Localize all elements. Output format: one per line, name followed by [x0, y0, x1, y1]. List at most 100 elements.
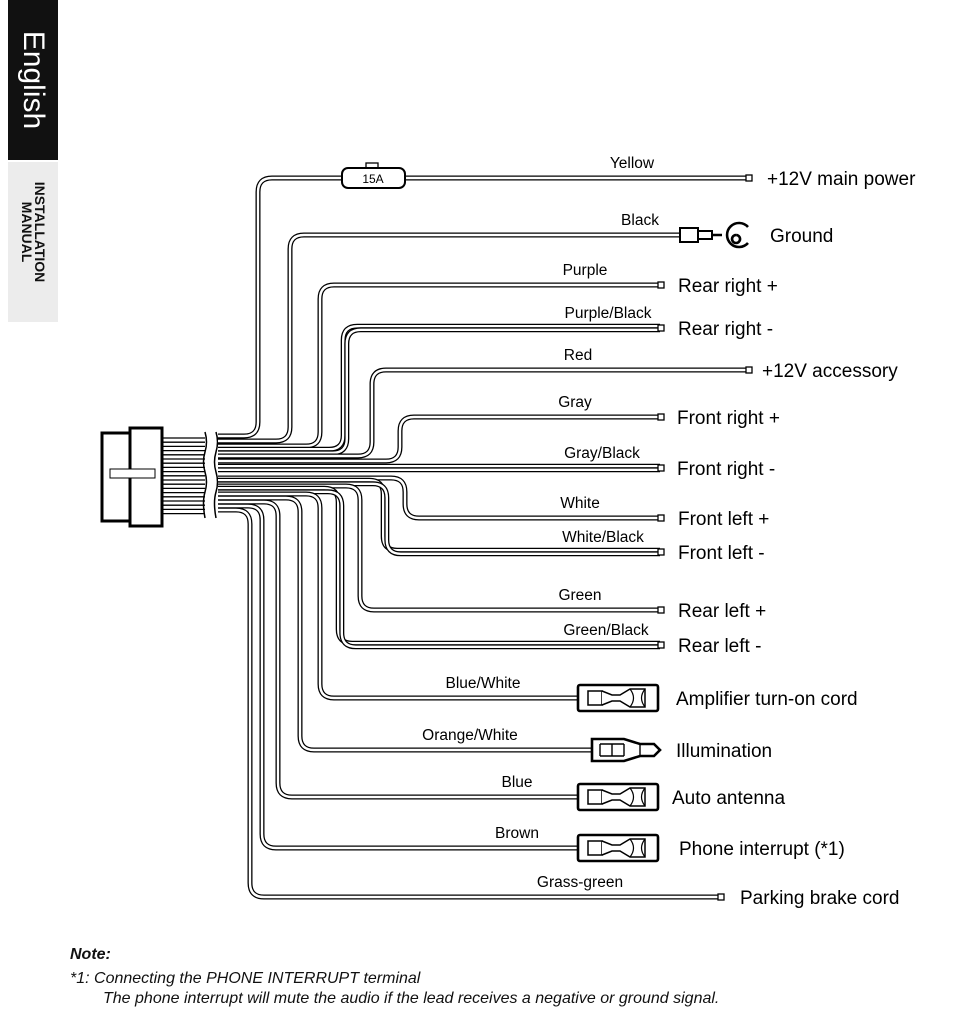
fuse-icon: 15A — [341, 162, 406, 189]
wire-core — [218, 476, 660, 520]
note-line-2: The phone interrupt will mute the audio … — [103, 990, 720, 1007]
wire-function-label: Rear left - — [678, 636, 761, 657]
wire-color-label: Grass-green — [537, 874, 623, 891]
wire-end-icon — [657, 606, 665, 614]
wire-core — [218, 482, 660, 555]
wire-end-icon — [657, 548, 665, 556]
wire-function-label: Ground — [770, 226, 833, 247]
wire-color-label: Orange/White — [422, 727, 518, 744]
wire-end-icon — [657, 641, 665, 649]
wire-white: White Front left + — [218, 475, 769, 530]
wire-end-icon — [657, 324, 665, 332]
wire-core — [218, 484, 660, 612]
wire-end-icon — [745, 174, 753, 182]
wire-outline — [218, 323, 660, 452]
wire-color-label: Brown — [495, 825, 539, 842]
wire-end-icon — [657, 514, 665, 522]
wire-function-label: +12V main power — [767, 169, 916, 190]
wire-function-label: Amplifier turn-on cord — [676, 689, 858, 710]
female-connector-icon — [576, 782, 660, 812]
wire-function-label: Illumination — [676, 741, 772, 762]
note-line-1: *1: Connecting the PHONE INTERRUPT termi… — [70, 970, 421, 987]
female-connector-icon — [576, 833, 660, 863]
wire-function-label: Rear right + — [678, 276, 778, 297]
wire-function-label: +12V accessory — [762, 361, 898, 382]
wire-core — [218, 415, 660, 463]
wire-white-black: White/Black Front left - — [218, 477, 765, 564]
wire-brown: Brown Phone interrupt (*1) — [218, 503, 845, 863]
wire-end-icon — [657, 464, 665, 472]
wire-core — [218, 490, 660, 648]
wire-core — [218, 325, 660, 451]
wire-purple-black: Purple/Black Rear right - — [218, 305, 773, 456]
wire-core — [218, 368, 748, 458]
fuse-body — [341, 167, 406, 189]
connector-latch — [109, 468, 156, 479]
wire-color-label: Gray/Black — [564, 445, 640, 462]
fuse-rating: 15A — [362, 172, 383, 186]
language-tab — [8, 0, 58, 160]
female-connector-icon — [576, 683, 660, 713]
wire-core — [218, 496, 595, 752]
wire-orange-white: Orange/White Illumination — [218, 495, 772, 763]
wire-end-icon — [657, 281, 665, 289]
wire-color-label: White — [560, 495, 600, 512]
wire-color-label: Purple — [563, 262, 608, 279]
wire-function-label: Rear right - — [678, 319, 773, 340]
wire-color-label: Purple/Black — [564, 305, 651, 322]
male-connector-icon — [590, 737, 662, 763]
wire-end-icon — [745, 366, 753, 374]
wire-green-black: Green/Black Rear left - — [218, 485, 761, 657]
wire-color-label: Blue — [501, 774, 532, 791]
wire-blue: Blue Auto antenna — [218, 499, 785, 812]
wire-yellow: Yellow +12V main power — [218, 155, 916, 439]
wire-gray: Gray Front right + — [218, 394, 780, 464]
wire-outline — [218, 367, 748, 459]
wire-function-label: Front left + — [678, 509, 769, 530]
wire-color-label: Yellow — [610, 155, 655, 172]
wire-outline — [218, 175, 748, 439]
wiring-diagram: Yellow +12V main power Black Ground Purple Re… — [100, 155, 916, 909]
ring-terminal-icon — [679, 221, 749, 249]
wire-bundle-stub — [162, 431, 219, 519]
wire-black: Black Ground — [218, 212, 833, 444]
wire-core — [218, 492, 585, 700]
wire-function-label: Auto antenna — [672, 788, 785, 809]
wire-core — [218, 508, 720, 899]
wire-function-label: Front right + — [677, 408, 780, 429]
break-mark-right — [213, 431, 219, 519]
wire-outline — [218, 495, 595, 753]
wire-core — [218, 283, 660, 448]
wire-gray-black: Gray/Black Front right - — [218, 445, 775, 480]
wire-core — [218, 233, 680, 443]
wire-outline — [218, 232, 680, 444]
wire-color-label: Blue/White — [446, 675, 521, 692]
wire-function-label: Phone interrupt (*1) — [679, 839, 845, 860]
wire-color-label: Green — [558, 587, 601, 604]
wire-color-label: Black — [621, 212, 659, 229]
wire-color-label: Red — [564, 347, 592, 364]
wire-end-icon — [657, 413, 665, 421]
wire-core — [218, 328, 660, 454]
wire-color-label: Green/Black — [563, 622, 649, 639]
wire-function-label: Front left - — [678, 543, 765, 564]
wire-core — [218, 500, 585, 799]
wire-green: Green Rear left + — [218, 483, 766, 622]
wire-purple: Purple Rear right + — [218, 262, 778, 449]
wire-function-label: Front right - — [677, 459, 775, 480]
wire-function-label: Parking brake cord — [740, 888, 899, 909]
wire-end-icon — [717, 893, 725, 901]
note-title: Note: — [70, 946, 111, 963]
wire-color-label: Gray — [558, 394, 592, 411]
wire-color-label: White/Black — [562, 529, 644, 546]
wire-grass-green: Grass-green Parking brake cord — [218, 507, 899, 909]
wire-outline — [218, 327, 660, 456]
harness-connector — [100, 426, 164, 528]
wire-outline — [218, 491, 585, 701]
wire-red: Red +12V accessory — [218, 347, 898, 459]
wire-core — [218, 176, 748, 438]
wire-function-label: Rear left + — [678, 601, 766, 622]
wire-blue-white: Blue/White Amplifier turn-on cord — [218, 491, 858, 713]
wire-core — [218, 504, 585, 850]
wire-outline — [218, 499, 585, 800]
